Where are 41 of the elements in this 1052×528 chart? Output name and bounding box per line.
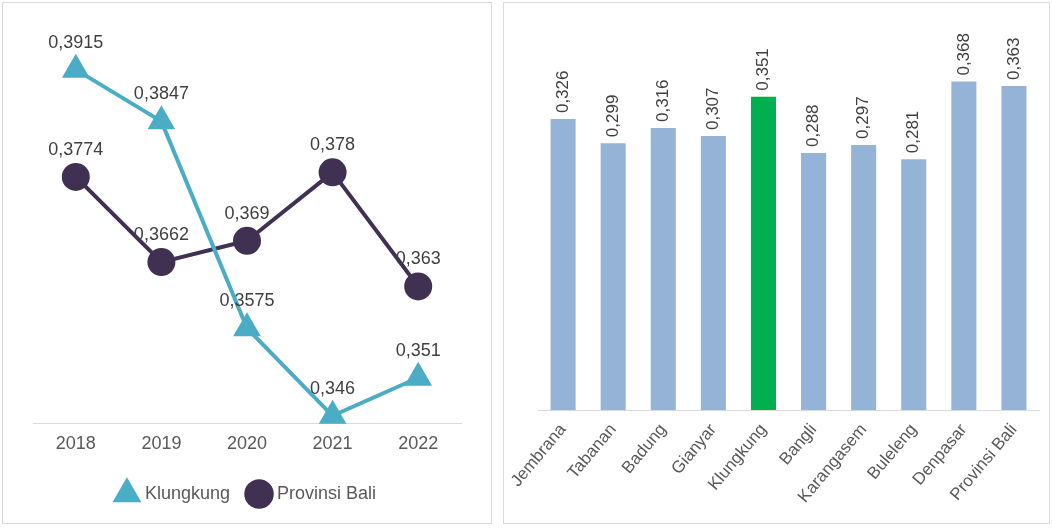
bar	[851, 144, 877, 411]
data-label: 0,363	[1003, 37, 1023, 81]
data-label: 0,3662	[133, 224, 189, 245]
point	[318, 158, 347, 187]
data-label: 0,3847	[133, 83, 189, 104]
point	[318, 399, 347, 424]
bar	[901, 159, 927, 411]
data-label: 0,369	[224, 202, 270, 223]
bar	[801, 152, 827, 411]
point	[147, 248, 176, 277]
x-tick-label: 2018	[55, 433, 96, 454]
data-label: 0,3774	[48, 138, 104, 159]
data-label: 0,316	[652, 79, 672, 122]
bar	[951, 81, 977, 411]
bar	[700, 136, 726, 411]
bar	[600, 143, 626, 411]
data-label: 0,346	[310, 377, 356, 398]
bar	[550, 119, 576, 411]
bar	[650, 127, 676, 411]
data-label: 0,299	[602, 94, 622, 138]
point	[61, 162, 90, 191]
data-label: 0,351	[395, 339, 441, 360]
x-tick-label: 2021	[312, 433, 353, 454]
data-label: 0,281	[903, 110, 923, 154]
data-label: 0,297	[853, 96, 873, 139]
data-label: 0,288	[803, 104, 823, 147]
bar	[750, 96, 776, 411]
point	[233, 226, 261, 255]
bar	[1001, 86, 1027, 411]
data-label: 0,3915	[48, 31, 104, 52]
data-label: 0,378	[310, 134, 356, 155]
x-tick-label: 2019	[141, 433, 182, 454]
x-tick-label: 2020	[226, 433, 268, 454]
data-label: 0,368	[953, 33, 973, 76]
data-label: 0,351	[753, 48, 773, 91]
data-label: 0,326	[552, 70, 572, 114]
x-tick-label: 2022	[398, 433, 439, 454]
point	[404, 272, 433, 301]
point	[405, 361, 432, 386]
data-label: 0,307	[703, 87, 723, 131]
point	[234, 314, 260, 337]
